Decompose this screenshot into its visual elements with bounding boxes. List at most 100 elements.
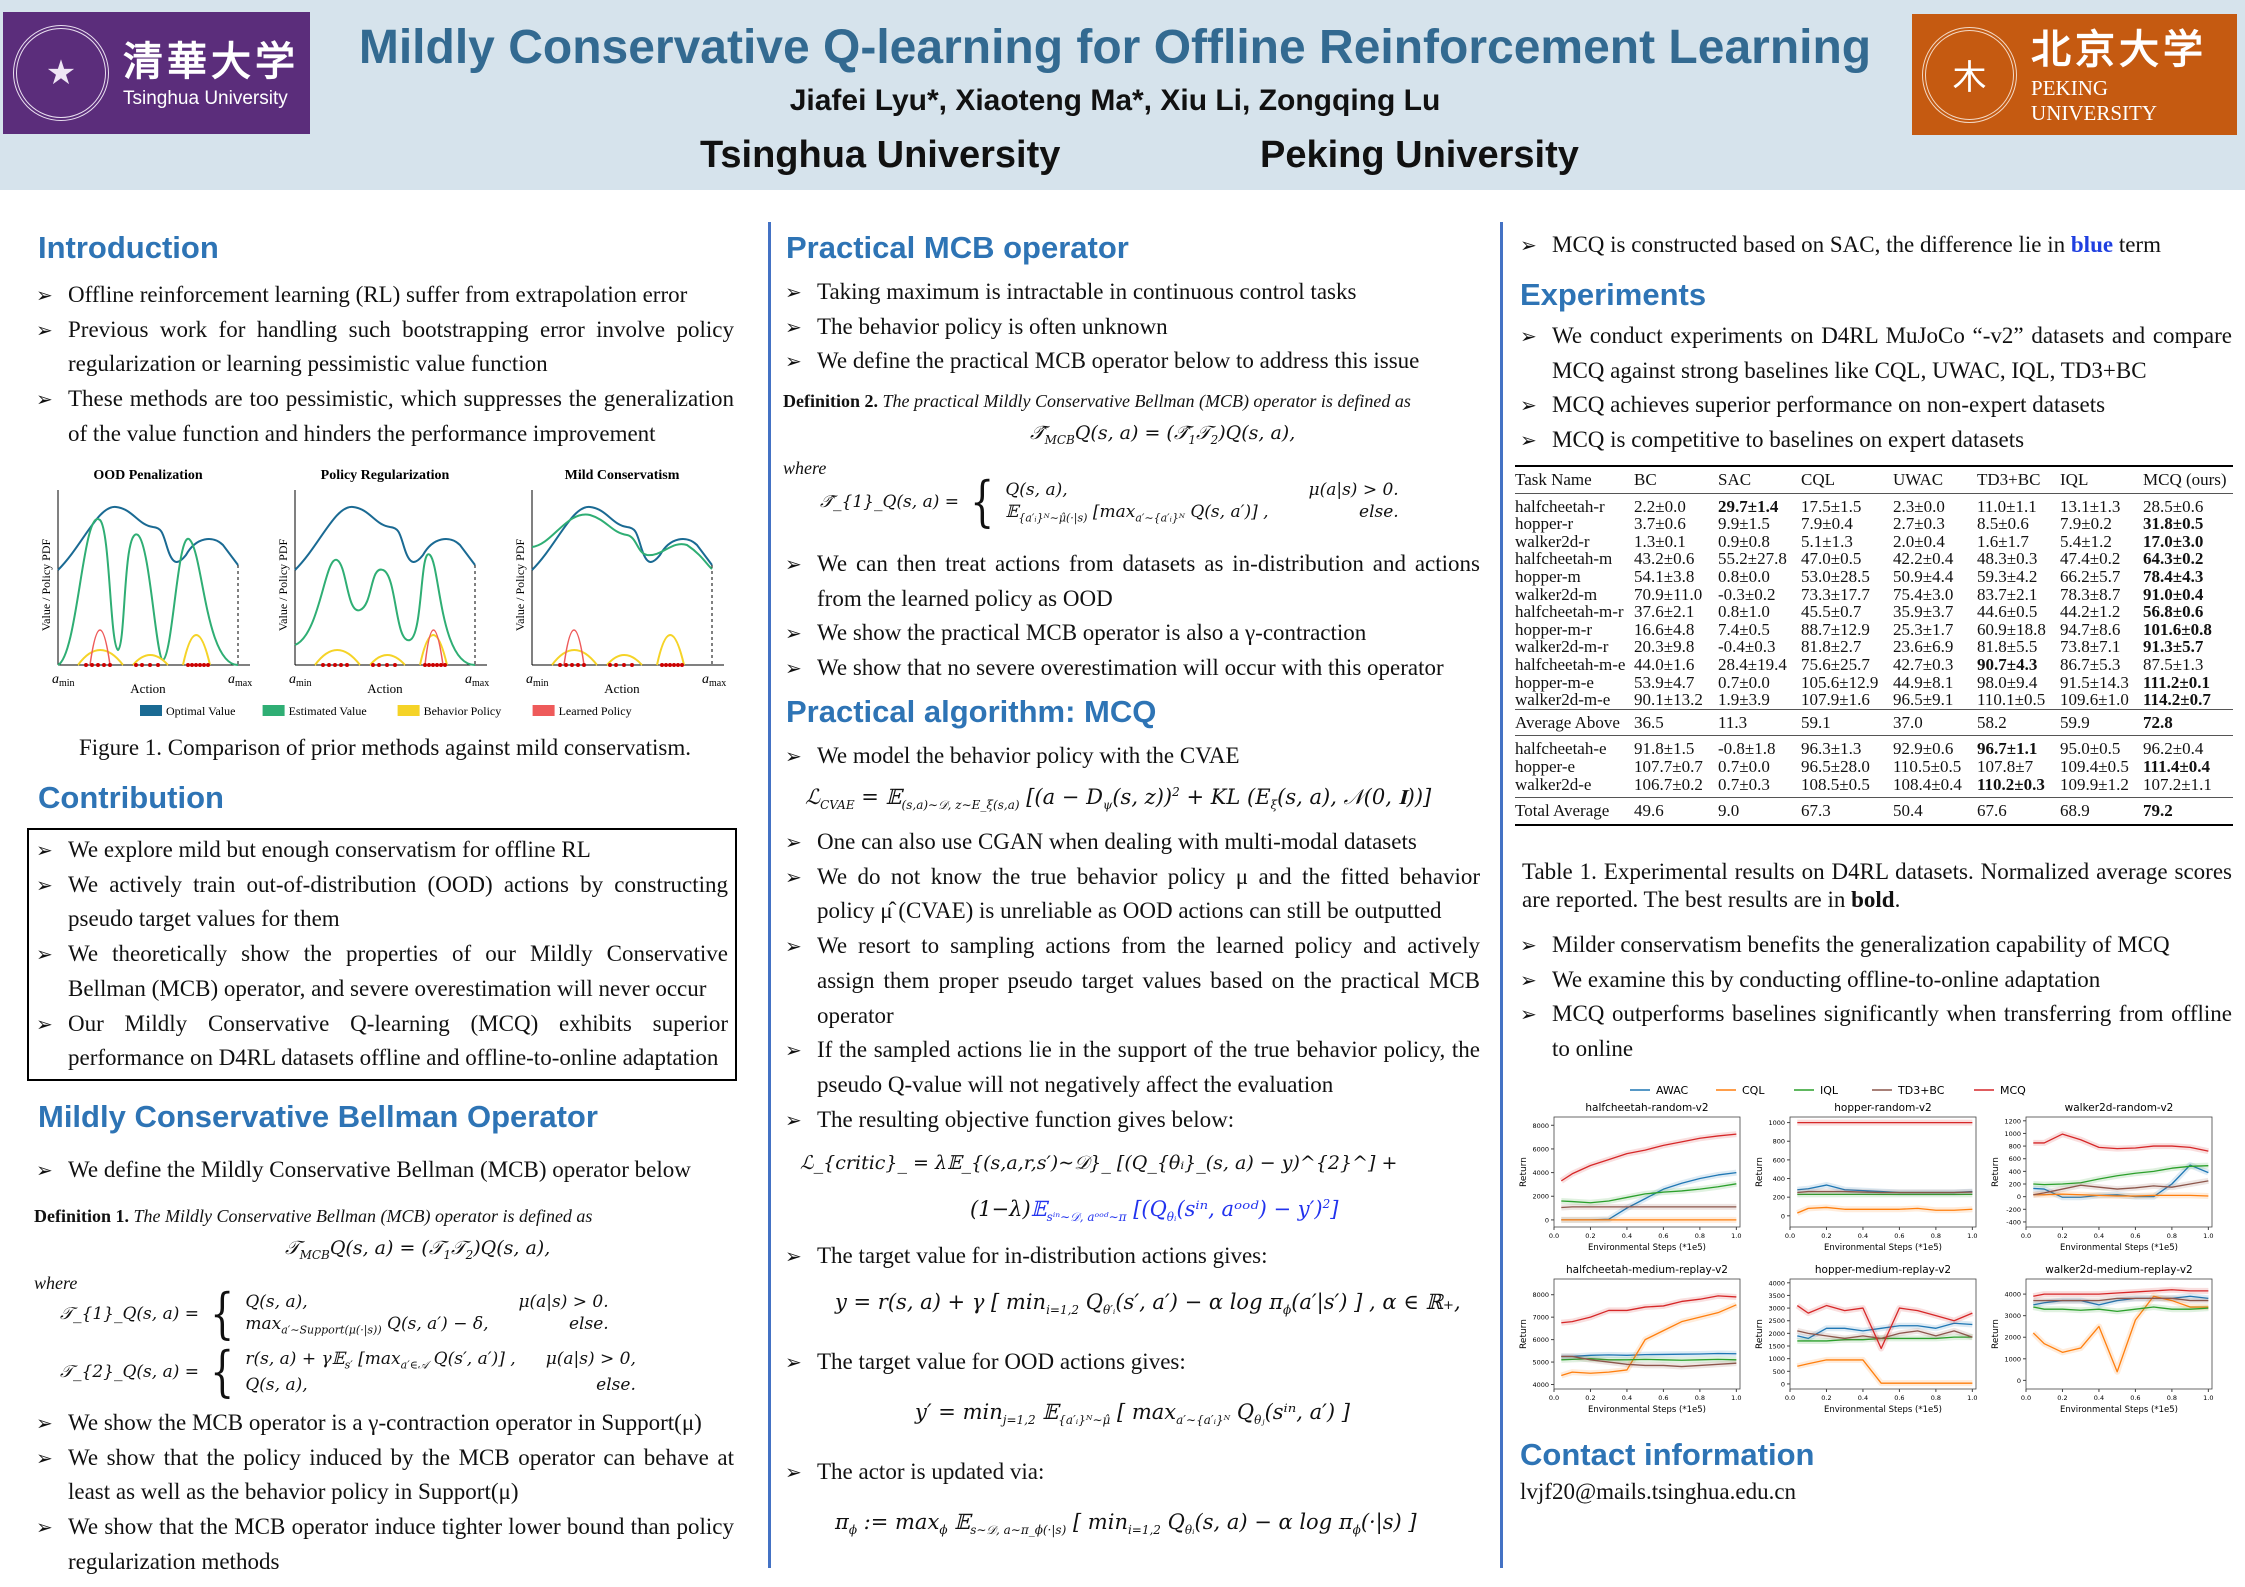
mcb-operator-formula: 𝒯MCBQ(s, a) = (𝒯1𝒯2)Q(s, a), xyxy=(285,1237,551,1262)
x-tick-label: 0.6 xyxy=(1894,1394,1904,1402)
best-score-cell: 29.7±1.4 xyxy=(1718,496,1779,516)
series-line-mcq xyxy=(1561,1295,1737,1324)
score-cell: 0.7±0.0 xyxy=(1718,672,1770,692)
score-cell: 96.5±28.0 xyxy=(1801,756,1870,776)
table-caption-bold: bold xyxy=(1851,887,1895,912)
x-tick-label: 1.0 xyxy=(1731,1232,1741,1240)
score-cell: 59.3±4.2 xyxy=(1977,566,2038,586)
t1-definition-formula: 𝒯_{1}_Q(s, a) ={ Q(s, a), μ(a|s) > 0. maxa… xyxy=(60,1282,609,1345)
legend-label: TD3+BC xyxy=(1897,1084,1945,1097)
y-tick-label: 200 xyxy=(2009,1181,2021,1189)
x-tick-label: 0.4 xyxy=(2094,1232,2104,1240)
contribution-heading: Contribution xyxy=(38,780,224,815)
bullet-item: We resort to sampling actions from the l… xyxy=(785,929,1480,1033)
data-action-dot xyxy=(156,663,160,667)
bullet-item: If the sampled actions lie in the suppor… xyxy=(785,1033,1480,1102)
score-cell: 107.9±1.6 xyxy=(1801,690,1870,710)
x-tick-label: 0.8 xyxy=(2167,1394,2177,1402)
table-row: halfcheetah-e 91.8±1.5 -0.8±1.8 96.3±1.3 92.… xyxy=(1515,735,2233,758)
y-axis-label: Return xyxy=(1519,1319,1529,1349)
score-cell: 37.0 xyxy=(1893,708,1977,736)
data-action-dot xyxy=(102,663,106,667)
y-axis-label: Return xyxy=(1991,1319,2001,1349)
data-action-dot xyxy=(576,663,580,667)
t1-lhs: 𝒯_{1}_Q(s, a) = xyxy=(60,1304,199,1324)
case-expression: 𝔼{a′ᵢ}ᴺ∼μ̂(·|s) [maxa′∼{a′ᵢ}ᴺ Q(s, a′)] … xyxy=(1005,501,1269,525)
score-cell: 68.9 xyxy=(2060,797,2143,826)
affiliation-peking: Peking University xyxy=(1260,134,1579,176)
chart-title: halfcheetah-random-v2 xyxy=(1585,1102,1708,1114)
table-row: walker2d-m 70.9±11.0 -0.3±0.2 73.3±17.7 75.4… xyxy=(1515,585,2233,604)
best-score-cell: 78.4±4.3 xyxy=(2143,566,2204,586)
introduction-list: Offline reinforcement learning (RL) suff… xyxy=(36,278,734,452)
contact-email[interactable]: lvjf20@mails.tsinghua.edu.cn xyxy=(1520,1479,1797,1504)
a-min-label: amin xyxy=(52,672,75,689)
t1-hat-cases: Q(s, a), μ(a|s) > 0. 𝔼{a′ᵢ}ᴺ∼μ̂(·|s) [maxa… xyxy=(1005,480,1398,524)
y-tick-label: 4000 xyxy=(1768,1279,1785,1287)
legend-label: IQL xyxy=(1820,1084,1839,1097)
data-action-dot xyxy=(668,663,672,667)
x-tick-label: 0.2 xyxy=(2057,1232,2067,1240)
task-name: hopper-m-r xyxy=(1515,619,1593,639)
data-action-dot xyxy=(439,663,443,667)
case-expression: r(s, a) + γ𝔼s′ [maxa′∈𝒜 Q(s′, a′)] , xyxy=(245,1349,516,1372)
legend-label: Learned Policy xyxy=(559,704,632,718)
bullet-item: We show the practical MCB operator is al… xyxy=(785,616,1480,651)
y-tick-label: 2000 xyxy=(1768,1330,1785,1338)
score-cell: 44.9±8.1 xyxy=(1893,672,1954,692)
task-name: halfcheetah-m xyxy=(1515,549,1613,569)
data-action-dot xyxy=(660,663,664,667)
series-line-awac xyxy=(2033,1295,2209,1306)
chart-title: halfcheetah-medium-replay-v2 xyxy=(1566,1264,1728,1276)
y-tick-label: 5000 xyxy=(1532,1359,1549,1367)
x-axis-label: Environmental Steps (*1e5) xyxy=(1588,1243,1706,1253)
series-line-mcq xyxy=(1796,1304,1973,1350)
x-axis-label: Environmental Steps (*1e5) xyxy=(1588,1405,1706,1415)
series-line-td3bc xyxy=(2033,1180,2209,1196)
best-score-cell: 96.7±1.1 xyxy=(1977,735,2060,758)
x-tick-label: 1.0 xyxy=(2203,1394,2213,1402)
bullet-item: We actively train out-of-distribution (O… xyxy=(36,868,728,937)
score-cell: 35.9±3.7 xyxy=(1893,602,1954,622)
peking-logo: 木 北京大学 PEKING UNIVERSITY xyxy=(1912,14,2237,135)
x-tick-label: 0.4 xyxy=(2094,1394,2104,1402)
a-min-label: amin xyxy=(289,672,312,689)
results-table: Task Name BC SAC CQL UWAC TD3+BC IQL MCQ (ours)… xyxy=(1515,465,2233,826)
ood-target-formula: y′ = minj=1,2 𝔼{a′ᵢ}ᴺ∼μ̂ [ maxa′∼{a′ᵢ}ᴺ … xyxy=(915,1400,1350,1428)
score-cell: 73.8±7.1 xyxy=(2060,637,2121,657)
score-cell: 3.7±0.6 xyxy=(1634,514,1686,534)
learning-curve-chart: walker2d-random-v2 0.0 0.2 0.4 0.6 0.8 1.0 -400… xyxy=(1991,1102,2214,1253)
y-tick-label: 6000 xyxy=(1532,1336,1549,1344)
curves-legend: AWAC CQL IQL TD3+BC MCQ xyxy=(1630,1084,2026,1097)
series-line-cql xyxy=(1561,1304,1737,1377)
score-cell: 1.3±0.1 xyxy=(1634,531,1686,551)
critic-weight: (1−λ) xyxy=(970,1197,1031,1221)
best-score-cell: 90.7±4.3 xyxy=(1977,654,2038,674)
score-cell: 67.3 xyxy=(1801,797,1893,826)
series-line-mcq xyxy=(2033,1289,2209,1297)
task-name: Total Average xyxy=(1515,797,1634,826)
legend-label: Optimal Value xyxy=(166,704,235,718)
practical-mcb-properties-list: We can then treat actions from datasets … xyxy=(785,547,1480,686)
peking-logo-cn: 北京大学 xyxy=(2031,25,2208,73)
mcb-properties-list: We show the MCB operator is a γ-contract… xyxy=(36,1406,734,1580)
task-name: halfcheetah-e xyxy=(1515,735,1634,758)
x-axis-label: Environmental Steps (*1e5) xyxy=(2060,1243,2178,1253)
tsinghua-logo: ★ 清華大学 Tsinghua University xyxy=(3,12,310,134)
data-action-dot xyxy=(564,663,568,667)
task-name: walker2d-m-r xyxy=(1515,637,1609,657)
y-tick-label: 4000 xyxy=(2004,1291,2021,1299)
learning-curve-chart: hopper-medium-replay-v2 0.0 0.2 0.4 0.6 0.8 1.… xyxy=(1755,1264,1978,1415)
y-tick-label: 200 xyxy=(1773,1194,1785,1202)
y-tick-label: -400 xyxy=(2006,1218,2021,1226)
contribution-box xyxy=(27,828,737,1081)
case-condition: else. xyxy=(596,1374,636,1395)
behavior-policy-curve xyxy=(314,634,448,666)
case-expression: Q(s, a), xyxy=(1005,479,1068,500)
score-cell: 44.2±1.2 xyxy=(2060,602,2121,622)
bullet-item: Taking maximum is intractable in continu… xyxy=(785,275,1480,310)
t1-cases: Q(s, a), μ(a|s) > 0. maxa′∼Support(μ(·|s))… xyxy=(245,1292,608,1336)
score-cell: 92.9±0.6 xyxy=(1893,735,1977,758)
y-tick-label: 2000 xyxy=(1532,1193,1549,1201)
series-line-iql xyxy=(2033,1165,2209,1186)
